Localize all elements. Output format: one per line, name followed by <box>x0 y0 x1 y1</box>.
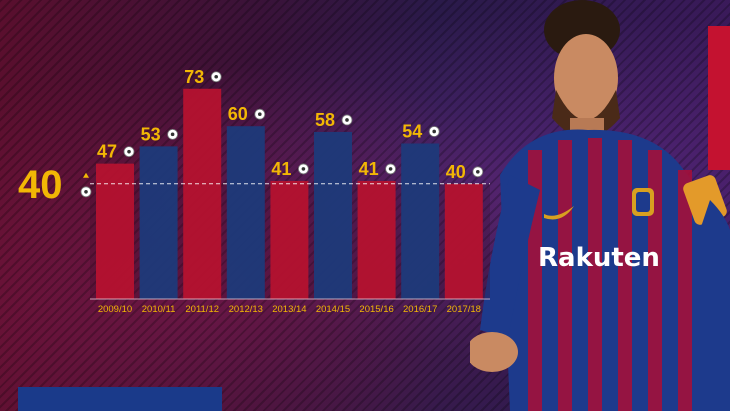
value-label: 60 <box>228 104 248 124</box>
football-icon <box>297 163 309 175</box>
bar-2009/10 <box>96 163 134 299</box>
x-tick-label: 2012/13 <box>229 304 263 315</box>
player-photo: Rakuten <box>470 0 730 411</box>
value-label: 41 <box>271 159 291 179</box>
x-tick-label: 2011/12 <box>185 304 219 315</box>
blue-footer-panel <box>18 387 222 411</box>
bar-2017/18 <box>444 183 483 299</box>
value-label: 41 <box>359 159 379 179</box>
football-icon <box>254 108 266 120</box>
x-tick-label: 2014/15 <box>316 304 350 315</box>
red-side-panel <box>708 26 730 170</box>
x-tick-label: 2016/17 <box>403 304 437 315</box>
value-label: 58 <box>315 110 335 130</box>
x-tick-label: 2017/18 <box>447 304 481 315</box>
x-tick-label: 2009/10 <box>98 304 132 315</box>
x-tick-label: 2015/16 <box>359 304 393 315</box>
value-label: 40 <box>446 162 466 182</box>
football-icon <box>472 166 484 178</box>
value-label: 54 <box>402 121 422 141</box>
value-label: 53 <box>141 124 161 144</box>
football-icon <box>167 128 179 140</box>
x-tick-labels: 2009/10 2010/11 2011/12 2012/13 2013/14 2014/… <box>98 304 481 315</box>
football-icon <box>210 71 222 83</box>
value-labels: 47 53 73 60 41 58 41 54 40 <box>97 67 484 182</box>
x-tick-label: 2010/11 <box>142 304 176 315</box>
x-tick-label: 2013/14 <box>272 304 306 315</box>
bars <box>96 88 483 299</box>
svg-text:Rakuten: Rakuten <box>538 243 660 273</box>
football-icon <box>123 146 135 158</box>
bar-2015/16 <box>357 180 396 299</box>
football-icon <box>428 126 440 137</box>
bar-2011/12 <box>183 88 222 299</box>
up-triangle-icon <box>83 172 89 178</box>
bar-2012/13 <box>226 126 265 299</box>
bar-2010/11 <box>139 146 178 299</box>
football-icon <box>341 114 353 126</box>
bar-2014/15 <box>314 131 352 299</box>
bar-2013/14 <box>270 180 309 299</box>
reference-label: 40 <box>18 163 63 207</box>
football-icon <box>80 186 92 198</box>
bar-2016/17 <box>401 143 440 299</box>
value-label: 73 <box>184 67 204 87</box>
football-icon <box>385 163 397 175</box>
value-label: 47 <box>97 142 117 162</box>
